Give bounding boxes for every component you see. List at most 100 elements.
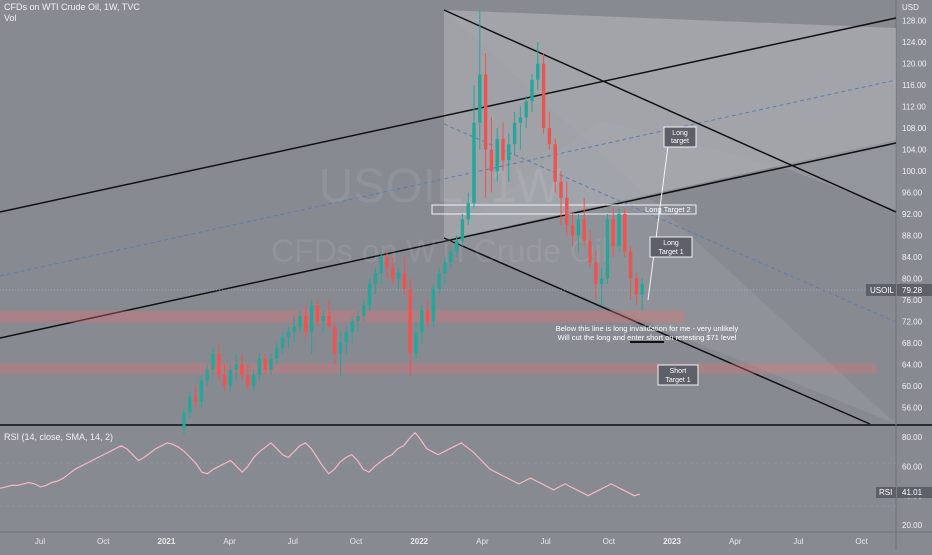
note-line-1: Below this line is long invalidation for… (556, 324, 739, 333)
candle-body (541, 63, 546, 129)
short-target-1-text-1: Short (670, 368, 687, 375)
price-tick-label: 108.00 (902, 124, 927, 133)
long-target-arrow (647, 145, 669, 301)
candle-body (251, 375, 256, 386)
mid-channel-line (0, 79, 897, 277)
last-price-tag: 79.28 (902, 286, 923, 295)
candle-body (373, 273, 378, 284)
volume-label[interactable]: Vol (4, 13, 17, 23)
candle-body (356, 316, 360, 322)
descending-lower-line (443, 237, 871, 425)
rsi-pane[interactable] (0, 427, 896, 532)
time-tick-label: Jul (540, 537, 550, 546)
symbol-title[interactable]: CFDs on WTI Crude Oil, 1W, TVC (4, 2, 140, 12)
candle-body (576, 219, 581, 236)
candle-body (396, 273, 401, 279)
candle-body (182, 412, 186, 429)
time-tick-label: Apr (476, 537, 489, 546)
candle-body (512, 122, 517, 145)
symbol-tag-box (866, 284, 896, 296)
candle-body (333, 326, 337, 354)
price-tick-label: 80.00 (902, 274, 923, 283)
time-tick-label: 2021 (158, 537, 176, 546)
candle-body (344, 332, 349, 343)
candle-body (205, 369, 209, 381)
candle-body (321, 316, 325, 322)
candle-body (304, 316, 308, 333)
price-tick-label: 76.00 (902, 296, 923, 305)
candle-body (193, 396, 198, 402)
candle-body (559, 181, 563, 198)
price-tick-label: 56.00 (902, 403, 923, 412)
currency-label: USD (902, 3, 919, 12)
watermark-symbol: USOIL, 1W (319, 160, 562, 213)
candle-body (257, 358, 262, 376)
candle-body (617, 214, 621, 247)
short-target-1-text-2: Target 1 (665, 377, 690, 384)
price-tick-label: 68.00 (902, 339, 923, 348)
channel-fill-upper (444, 10, 896, 240)
price-tick-label: 92.00 (902, 210, 923, 219)
candle-body (628, 251, 633, 279)
long-target-text-1: Long (672, 130, 688, 137)
candle-body (246, 375, 250, 386)
candle-body (634, 278, 639, 295)
candle-body (472, 122, 476, 204)
candle-body (501, 138, 505, 161)
price-tick-label: 116.00 (902, 81, 926, 90)
price-tick-label: 64.00 (902, 360, 923, 369)
candles (182, 10, 644, 435)
candle-body (425, 310, 430, 322)
time-tick-label: Oct (350, 537, 363, 546)
candle-body (530, 79, 534, 102)
long-target-2-zone (431, 204, 697, 215)
time-axis[interactable]: Jul Oct 2021 Apr Jul Oct 2022 Apr Jul Oct 2023 Apr J… (35, 537, 869, 546)
rsi-indicator-label[interactable]: RSI (14, close, SMA, 14, 2) (4, 432, 114, 442)
rsi-tag: RSI (879, 488, 892, 497)
candle-body (315, 305, 320, 322)
candle-body (286, 332, 291, 338)
price-axis[interactable]: 128.00 124.00 120.00 116.00 112.00 108.00 104.… (902, 17, 927, 413)
candle-body (327, 316, 331, 327)
long-target-2-label: Long Target 2 (645, 205, 691, 214)
time-tick-label: Oct (97, 537, 110, 546)
time-tick-label: Apr (729, 537, 742, 546)
candle-body (240, 364, 244, 376)
rsi-tick-label: 60.00 (902, 462, 923, 471)
candle-body (414, 332, 418, 354)
candle-body (507, 144, 511, 161)
candle-body (489, 149, 494, 172)
rsi-tag-box (876, 487, 896, 498)
rsi-value-tag: 41.01 (902, 488, 923, 497)
short-target-1-label: Short Target 1 (657, 364, 699, 386)
chart-header: CFDs on WTI Crude Oil, 1W, TVC Vol (4, 2, 140, 24)
candle-body (362, 305, 366, 316)
candle-body (385, 256, 389, 268)
candle-body (605, 219, 610, 279)
price-tick-label: 88.00 (902, 231, 923, 240)
candle-body (483, 74, 488, 150)
price-tick-label: 84.00 (902, 253, 923, 262)
candle-body (269, 358, 273, 370)
candle-body (379, 256, 383, 274)
candle-body (524, 101, 528, 118)
candle-body (309, 305, 314, 333)
note-line-2: Will cut the long and enter short on ret… (558, 333, 737, 342)
candle-body (188, 396, 192, 413)
support-zone-76 (0, 310, 685, 323)
candle-body (449, 251, 453, 263)
candle-body (466, 203, 470, 220)
candle-body (391, 267, 395, 279)
time-tick-label: Jul (35, 537, 45, 546)
candle-body (536, 63, 540, 80)
rsi-line (0, 431, 641, 497)
candle-body (495, 138, 499, 172)
rsi-tick-label: 80.00 (902, 433, 923, 442)
candle-body (565, 197, 569, 225)
candle-body (298, 316, 302, 327)
candle-body (437, 273, 441, 290)
price-tick-label: 60.00 (902, 382, 923, 391)
candle-body (594, 262, 598, 284)
